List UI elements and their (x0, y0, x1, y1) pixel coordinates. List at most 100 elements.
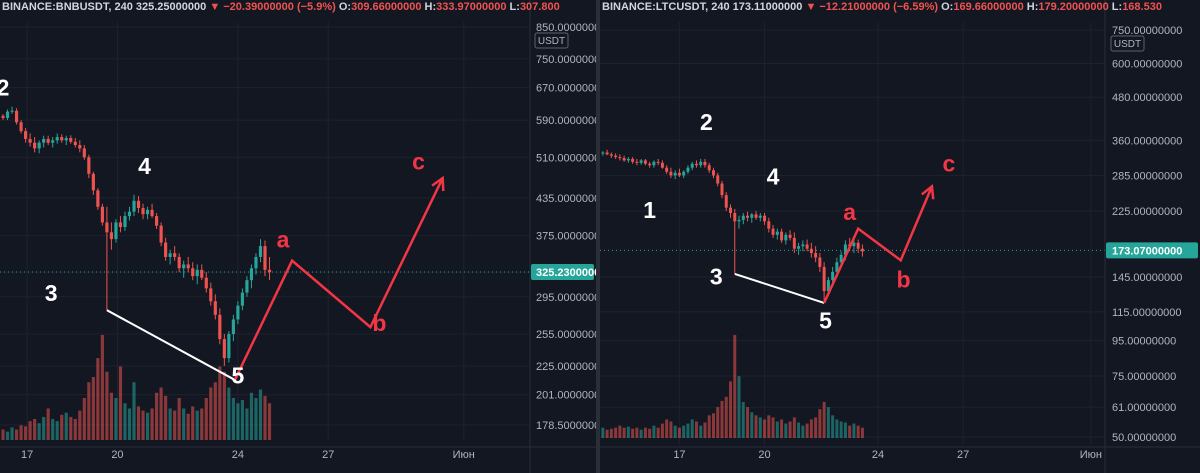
volume-bar (231, 398, 235, 440)
panel-divider[interactable] (596, 0, 600, 473)
candle-body (195, 269, 199, 277)
volume-bar (860, 427, 864, 438)
volume-bar (10, 427, 14, 440)
candle-body (635, 161, 639, 163)
y-tick-label: 375.00000000 (536, 231, 596, 243)
trend-line (106, 309, 236, 381)
candle-body (240, 292, 244, 306)
open-label: O: (338, 1, 352, 13)
candle-body (643, 160, 647, 164)
y-tick-label: 50.00000000 (1112, 432, 1176, 444)
volume-bar (55, 421, 59, 440)
volume-bar (82, 398, 86, 440)
candle-body (150, 209, 154, 217)
volume-bar (200, 408, 204, 440)
currency-label: USDT (1114, 39, 1141, 50)
volume-bar (145, 412, 150, 440)
candle-body (690, 163, 694, 168)
candle-body (105, 222, 109, 233)
volume-bar (809, 419, 813, 438)
candle-body (648, 163, 652, 166)
volume-bar (746, 407, 750, 438)
candle-body (626, 158, 630, 161)
candle-body (814, 253, 818, 258)
y-tick-label: 435.00000000 (536, 193, 596, 205)
volume-bar (848, 425, 852, 438)
candle-body (182, 264, 186, 269)
y-tick-label: 95.00000000 (1112, 336, 1176, 348)
candle-body (191, 268, 195, 277)
y-tick-label: 285.00000000 (1112, 170, 1182, 182)
candle-body (826, 280, 830, 292)
x-tick-label: Июн (453, 449, 475, 461)
candle-body (677, 172, 681, 176)
candle-body (605, 152, 609, 155)
chart-panel-ltcusdt[interactable]: 2 1 4 3 5 a b c 750.00000000 600.00000000 480.0000… (600, 0, 1200, 473)
volume-bar (784, 423, 788, 438)
price-change: ▼ −12.21000000 (−6.59%) (805, 1, 939, 13)
volume-bar (249, 392, 254, 440)
candle-body (763, 215, 767, 222)
candle-body (222, 339, 226, 359)
y-tick-label: 480.00000000 (1112, 92, 1182, 104)
volume-bar (639, 429, 643, 438)
candle-body (797, 246, 801, 249)
volume-bar (195, 410, 199, 440)
volume-bar (686, 423, 690, 438)
volume-bar (711, 413, 715, 438)
candle-body (91, 173, 95, 191)
volume-bar (245, 408, 249, 440)
volume-bar (33, 419, 37, 440)
candle-body (831, 271, 835, 281)
candle-body (37, 142, 41, 149)
candle-body (856, 242, 860, 249)
projection-arrowhead (920, 183, 935, 200)
candle-body (136, 200, 141, 209)
volume-bar (805, 423, 809, 438)
projection-path (233, 177, 444, 381)
candle-body (209, 288, 213, 302)
candle-body (673, 172, 677, 176)
x-tick-label: 20 (111, 449, 123, 461)
wave-label-2: 2 (0, 74, 9, 100)
candle-body (168, 253, 172, 257)
candle-body (155, 216, 159, 226)
candle-body (784, 234, 788, 241)
y-tick-label: 178.50000000 (536, 420, 596, 432)
volume-bar (665, 419, 669, 438)
candle-body (860, 248, 864, 252)
x-tick-label: 24 (232, 449, 244, 461)
volume-bar (182, 408, 186, 440)
candle-body (686, 167, 690, 172)
y-tick-label: 670.00000000 (536, 83, 596, 95)
volume-bar (763, 419, 767, 438)
volume-bar (741, 401, 745, 438)
volume-bar (132, 382, 136, 440)
volume-bar (643, 427, 647, 438)
candle-body (758, 215, 762, 218)
candle-body (118, 222, 123, 227)
volume-bar (118, 366, 123, 440)
volume-bar (186, 413, 190, 440)
volume-bar (159, 387, 163, 440)
price-chart-svg: 2435abc850.00000000750.00000000670.00000… (0, 0, 596, 473)
wave-label-b: b (897, 267, 911, 293)
x-tick-label: 17 (673, 449, 685, 461)
volume-bar (656, 427, 660, 438)
volume-bar (69, 416, 73, 440)
wave-label-1: 1 (643, 197, 656, 223)
chart-panel-bnbusdt[interactable]: 2435abc850.00000000750.00000000670.00000… (0, 0, 596, 473)
wave-label-4: 4 (138, 153, 151, 179)
volume-bar (19, 425, 23, 440)
volume-bar (831, 415, 835, 438)
volume-bar (835, 419, 839, 438)
ohlc-legend: BINANCE:BNBUSDT, 240 325.25000000 ▼ −20.… (2, 1, 560, 13)
volume-bar (37, 423, 41, 440)
x-tick-label: 20 (758, 449, 770, 461)
candle-body (204, 277, 208, 289)
candle-body (729, 207, 732, 213)
volume-bar (28, 421, 32, 440)
candle-body (835, 262, 839, 272)
low-label: L: (1111, 1, 1123, 13)
candle-body (622, 158, 626, 161)
